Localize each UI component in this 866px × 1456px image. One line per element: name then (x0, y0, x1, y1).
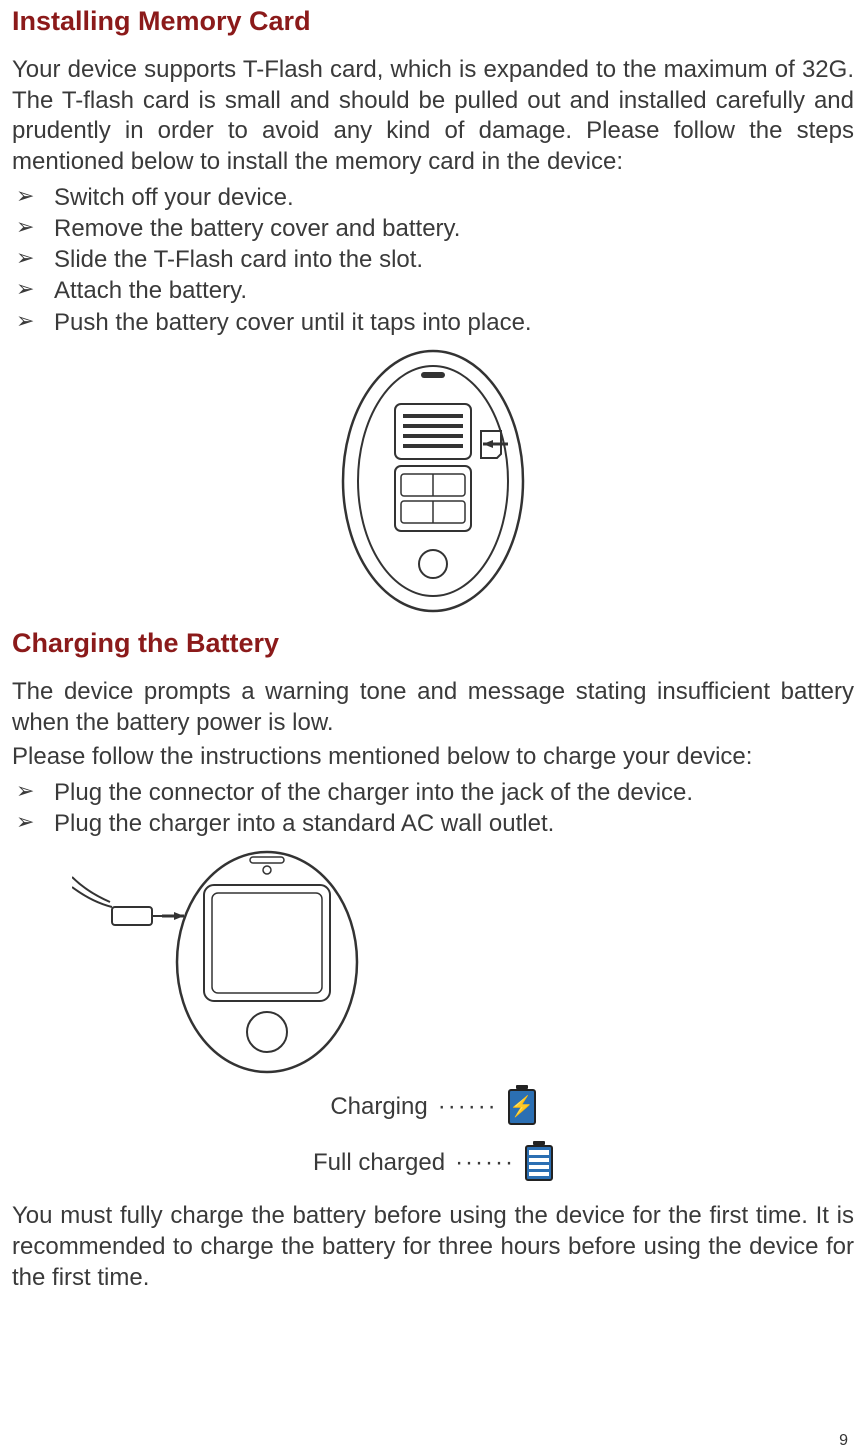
heading-charging: Charging the Battery (12, 628, 854, 659)
page-number: 9 (839, 1432, 848, 1450)
paragraph-charging-note: You must fully charge the battery before… (12, 1201, 854, 1293)
full-charged-indicator-row: Full charged ······ (12, 1145, 854, 1181)
step-item: Plug the connector of the charger into t… (12, 777, 854, 808)
step-item: Slide the T-Flash card into the slot. (12, 244, 854, 275)
dots-separator: ······ (455, 1149, 515, 1177)
charging-label: Charging (330, 1093, 427, 1121)
steps-memory: Switch off your device. Remove the batte… (12, 182, 854, 338)
figure-phone-charging (12, 847, 854, 1077)
paragraph-charging-intro2: Please follow the instructions mentioned… (12, 742, 854, 773)
step-item: Push the battery cover until it taps int… (12, 307, 854, 338)
charging-indicator-row: Charging ······ ⚡ (12, 1089, 854, 1125)
step-item: Switch off your device. (12, 182, 854, 213)
step-item: Plug the charger into a standard AC wall… (12, 808, 854, 839)
heading-memory-card: Installing Memory Card (12, 6, 854, 37)
steps-charging: Plug the connector of the charger into t… (12, 777, 854, 839)
full-charged-label: Full charged (313, 1149, 445, 1177)
battery-full-icon (525, 1145, 553, 1181)
step-item: Attach the battery. (12, 275, 854, 306)
figure-phone-tflash (12, 346, 854, 616)
step-item: Remove the battery cover and battery. (12, 213, 854, 244)
page: Installing Memory Card Your device suppo… (0, 6, 866, 1456)
paragraph-memory-intro: Your device supports T-Flash card, which… (12, 55, 854, 178)
paragraph-charging-intro1: The device prompts a warning tone and me… (12, 677, 854, 738)
dots-separator: ······ (438, 1093, 498, 1121)
battery-charging-icon: ⚡ (508, 1089, 536, 1125)
